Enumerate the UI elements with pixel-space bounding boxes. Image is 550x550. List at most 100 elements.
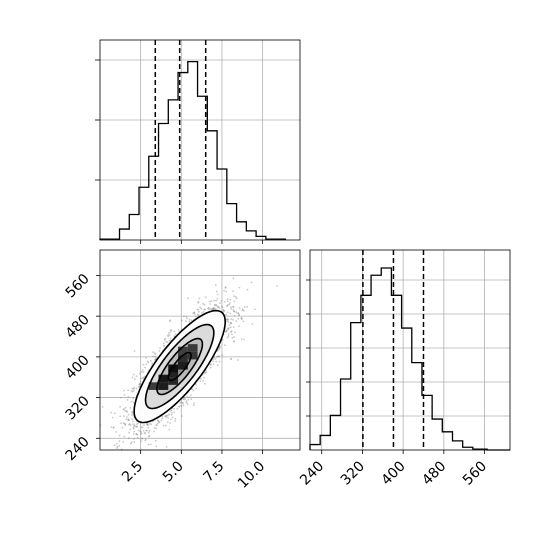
joint-point (161, 417, 164, 420)
joint-point (229, 312, 232, 315)
joint-point (232, 305, 234, 308)
joint-point (156, 422, 159, 425)
joint-point (220, 300, 223, 302)
joint-point (136, 433, 139, 436)
joint-point (210, 363, 213, 366)
joint-point (235, 297, 238, 300)
joint-point (141, 426, 144, 428)
joint-point (209, 366, 212, 369)
joint-point (133, 401, 135, 404)
joint-point (217, 355, 220, 358)
joint-density-cell-9 (187, 344, 198, 352)
joint-point (126, 416, 128, 418)
joint-point (128, 422, 131, 425)
joint-point (131, 390, 134, 393)
hist-param-1-grid (95, 40, 300, 240)
joint-point (233, 314, 236, 317)
joint-point (134, 425, 137, 428)
joint-point (129, 428, 132, 431)
joint-point (145, 357, 147, 359)
joint-point (138, 385, 141, 388)
joint-point (241, 309, 244, 312)
joint-point (213, 299, 216, 302)
joint-point (124, 453, 126, 455)
joint-point (129, 424, 132, 426)
joint-point (221, 354, 224, 357)
joint-point (131, 441, 133, 444)
joint-point (230, 308, 233, 310)
joint-point (129, 407, 132, 409)
joint-point (216, 364, 219, 366)
joint-point (227, 327, 229, 330)
joint-point (197, 308, 200, 311)
joint-point (195, 387, 198, 390)
joint-point (193, 402, 196, 405)
joint-density-cell-6 (178, 361, 188, 370)
joint-point (183, 398, 186, 401)
joint-point (132, 373, 135, 376)
joint-point (200, 307, 203, 310)
joint-point (125, 418, 128, 421)
joint-point (123, 394, 126, 396)
joint-point (198, 297, 201, 300)
joint-point (227, 328, 230, 331)
joint-point (222, 310, 225, 313)
joint-point (169, 422, 172, 424)
joint-point (103, 465, 105, 467)
joint-point (227, 335, 230, 337)
joint-point (188, 318, 191, 321)
joint-point (135, 375, 138, 378)
joint-point (212, 360, 214, 362)
joint-point (131, 418, 134, 421)
joint-point (169, 410, 172, 412)
joint-point (226, 320, 229, 323)
joint-point (213, 307, 215, 309)
joint-point (142, 430, 145, 432)
joint-point (217, 306, 220, 308)
joint-point (223, 301, 226, 303)
joint-point (168, 320, 171, 323)
joint-point (186, 317, 188, 320)
joint-point (133, 424, 136, 427)
joint-point (120, 422, 122, 425)
joint-point (218, 307, 221, 309)
joint-point (132, 387, 135, 390)
joint-point (140, 437, 143, 440)
joint-x-tick-label-2: 7.5 (201, 458, 228, 485)
joint-point (203, 308, 206, 311)
joint-point (185, 400, 188, 403)
joint-point (119, 406, 121, 408)
joint-point (162, 344, 165, 347)
joint-point (121, 427, 124, 429)
joint-point (207, 307, 210, 310)
joint-point (142, 371, 145, 374)
joint-point (130, 400, 133, 403)
joint-point (227, 319, 230, 321)
joint-point (229, 326, 232, 329)
joint-density-cells (148, 344, 198, 390)
joint-point (158, 421, 161, 424)
joint-point (164, 415, 167, 417)
joint-point (219, 345, 222, 348)
joint-point (147, 431, 150, 434)
joint-point (154, 358, 156, 361)
hist-param-2-ticks: 240 320 400 480 560 (297, 450, 490, 489)
joint-point (182, 398, 185, 401)
joint-point (212, 358, 215, 361)
joint-point (207, 306, 210, 309)
joint-point (155, 427, 158, 430)
joint-point (217, 349, 219, 352)
joint-point (225, 313, 228, 316)
joint-point (204, 308, 206, 311)
joint-point (174, 420, 177, 422)
joint-point (147, 443, 150, 446)
joint-point (169, 329, 172, 331)
hist-param-2-x-tick-label-1: 320 (338, 458, 368, 488)
joint-point (165, 414, 168, 417)
joint-point (146, 423, 149, 426)
joint-point (132, 428, 135, 430)
joint-point (226, 330, 228, 332)
joint-point (232, 277, 235, 280)
joint-point (140, 440, 142, 443)
joint-point (230, 330, 233, 333)
